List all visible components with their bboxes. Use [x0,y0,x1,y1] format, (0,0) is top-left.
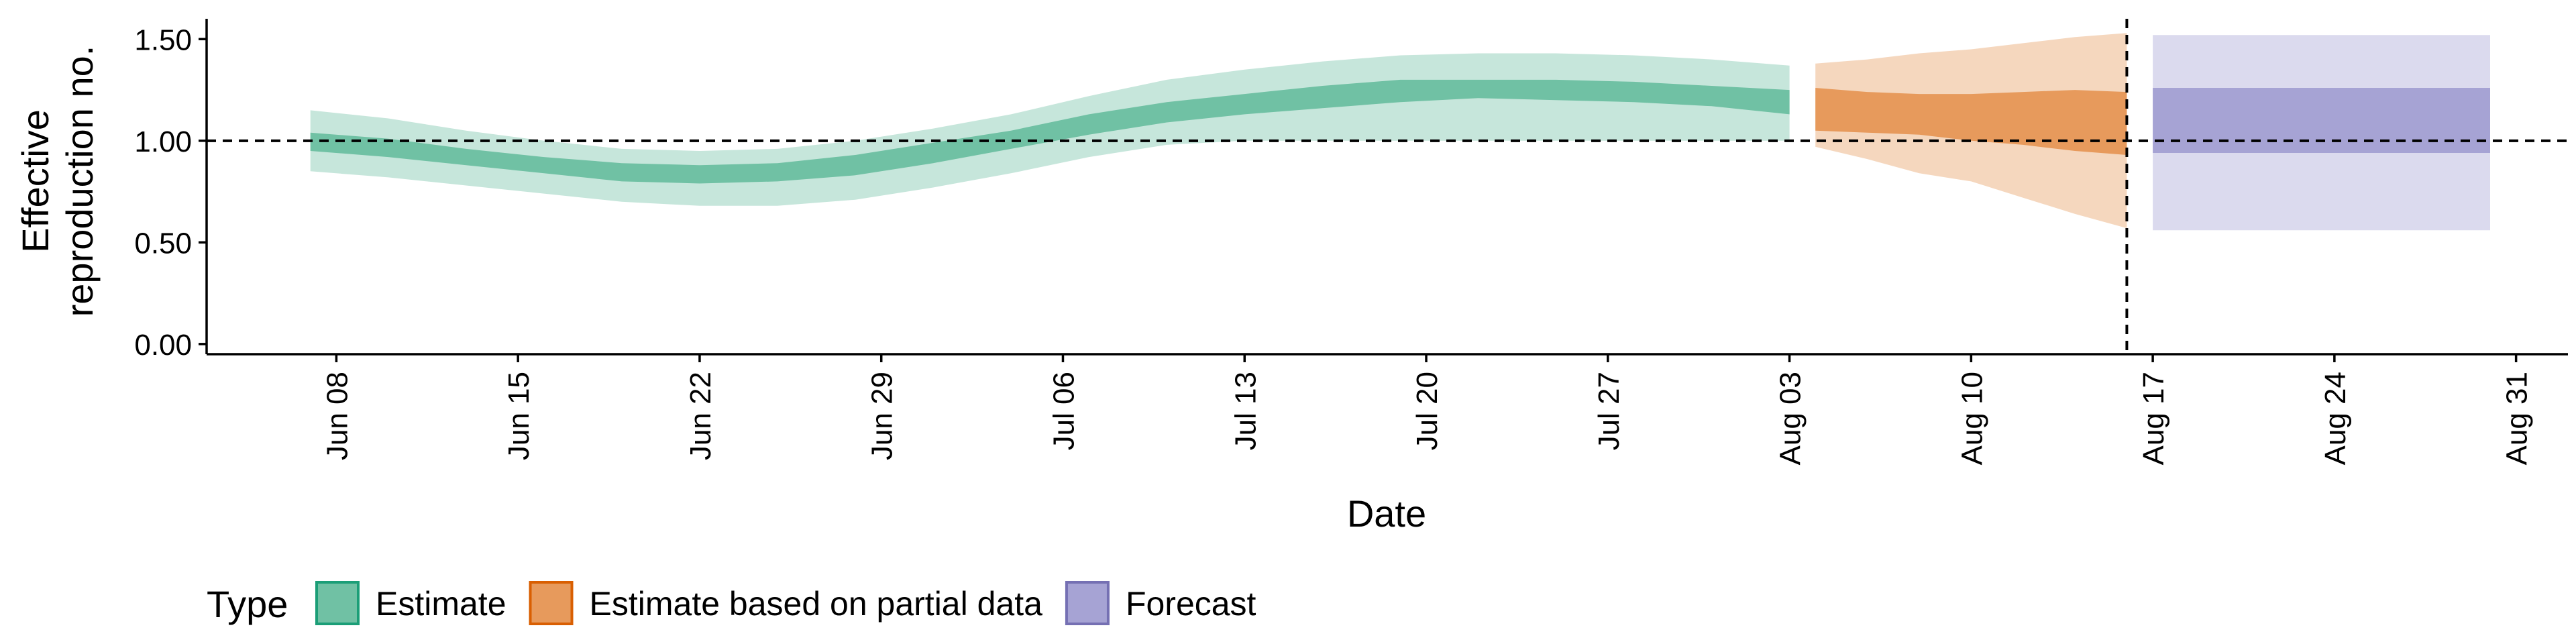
y-tick-label: 1.50 [134,23,192,56]
legend-key-estimate [315,581,360,625]
x-tick-label: Jul 27 [1593,372,1625,450]
legend: Type Estimate Estimate based on partial d… [207,581,1256,625]
uncertainty-bands [310,33,2490,231]
legend-key-forecast [1065,581,1110,625]
forecast-50-band [2153,88,2490,153]
estimate-50-band [310,79,1790,184]
y-axis-title-line1: Effective [14,109,56,253]
x-tick-label: Jul 13 [1229,372,1262,450]
reference-lines [207,19,2568,354]
x-tick-label: Jun 22 [684,372,717,460]
legend-title: Type [207,583,288,625]
x-tick-label: Jul 20 [1411,372,1444,450]
legend-label-estimate: Estimate [376,585,506,623]
y-tick-label: 0.00 [134,329,192,362]
legend-label-forecast: Forecast [1126,585,1256,623]
x-tick-label: Aug 10 [1955,372,1988,465]
y-axis-title: Effective reproduction no. [14,46,101,317]
legend-label-estimate-based-on-partial-data: Estimate based on partial data [590,585,1043,623]
estimate-based-on-partial-data-50-band [1815,88,2127,155]
axes [205,19,2568,356]
x-tick-label: Jul 06 [1047,372,1080,450]
x-tick-label: Jun 15 [502,372,535,460]
x-axis-ticks: Jun 08 Jun 15 Jun 22 Jun 29 Jul 06 Jul 13 Jul … [321,354,2534,465]
x-tick-label: Aug 31 [2501,372,2534,465]
y-axis-title-line2: reproduction no. [58,46,101,317]
legend-key-estimate-based-on-partial-data [529,581,574,625]
y-axis-ticks: 0.00 0.50 1.00 1.50 [134,23,207,362]
x-axis-title: Date [1347,492,1426,535]
x-tick-label: Aug 03 [1774,372,1807,465]
y-tick-label: 1.00 [134,125,192,158]
y-tick-label: 0.50 [134,227,192,260]
x-tick-label: Jun 08 [321,372,354,460]
x-tick-label: Aug 17 [2137,372,2170,465]
x-tick-label: Aug 24 [2319,372,2352,465]
x-tick-label: Jun 29 [866,372,899,460]
